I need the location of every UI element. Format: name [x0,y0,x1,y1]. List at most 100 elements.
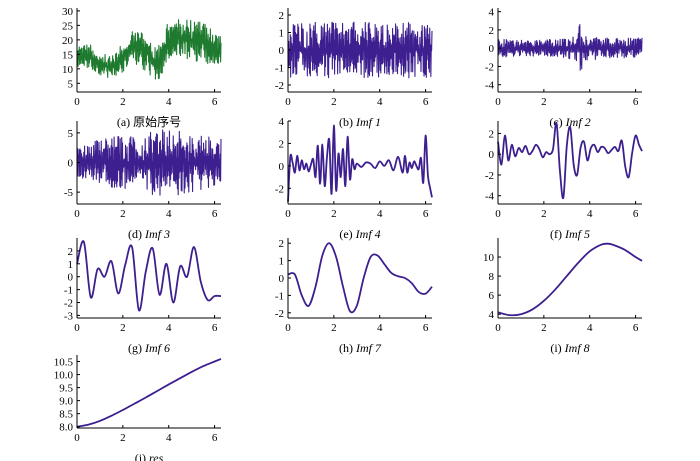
panel-caption-g: (g) Imf 6 [128,341,170,355]
caption-prefix-b: (b) [339,115,356,129]
caption-text-a: 原始序号 [133,114,181,129]
series-line-a-0 [76,19,222,80]
x-tick-label-i-3: 6 [633,322,639,334]
series-line-j-0 [76,358,222,428]
y-tick-label-h-1: -1 [275,290,284,302]
x-tick-label-i-1: 2 [541,322,547,334]
chart-panel-c: 0 2 4 6 -4 -2 0 2 4 (c) Imf 2 [485,7,643,129]
y-tick-label-i-1: 6 [489,290,495,302]
y-tick-label-d-0: -5 [64,187,74,199]
y-tick-label-i-3: 10 [483,252,495,264]
y-tick-label-b-4: 2 [279,10,285,22]
y-tick-label-g-2: -1 [64,285,73,297]
y-tick-label-g-1: -2 [64,298,73,310]
y-tick-label-g-0: -3 [64,310,74,322]
y-tick-label-e-3: 4 [279,116,285,128]
x-tick-label-d-1: 2 [120,208,126,220]
panel-caption-i: (i) Imf 8 [550,341,589,355]
panel-caption-b: (b) Imf 1 [339,115,381,129]
x-tick-label-a-3: 6 [212,96,218,108]
y-tick-label-f-1: -2 [485,170,494,182]
y-tick-label-g-5: 2 [68,246,74,258]
panel-caption-f: (f) Imf 5 [550,227,590,241]
caption-prefix-f: (f) [550,227,565,241]
x-tick-label-h-0: 0 [285,322,291,334]
x-tick-label-d-0: 0 [74,208,80,220]
panel-caption-j: (j) res [135,451,164,461]
caption-italic-e: Imf 4 [355,227,381,241]
panel-caption-e: (e) Imf 4 [339,227,380,241]
y-tick-label-f-2: 0 [489,149,495,161]
y-tick-label-h-3: 1 [279,256,285,268]
x-tick-label-d-2: 4 [166,208,172,220]
x-tick-label-b-2: 4 [377,96,383,108]
y-tick-label-i-2: 8 [489,271,495,283]
caption-prefix-g: (g) [128,341,145,355]
caption-prefix-j: (j) [135,451,149,461]
series-line-d-0 [76,129,222,196]
y-tick-label-e-0: -2 [275,183,284,195]
y-tick-label-a-5: 30 [62,6,74,18]
y-tick-label-c-3: 2 [489,25,495,37]
y-tick-label-a-3: 20 [62,35,74,47]
y-tick-label-g-3: 0 [68,272,74,284]
x-tick-label-b-1: 2 [331,96,337,108]
y-tick-label-c-0: -4 [485,80,495,92]
x-tick-label-a-0: 0 [74,96,80,108]
y-tick-label-j-4: 10.0 [54,370,74,382]
chart-panel-f: 0 2 4 6-4-202(f) Imf 5 [485,121,643,241]
series-line-e-0 [287,124,433,202]
x-tick-label-h-1: 2 [331,322,337,334]
caption-prefix-d: (d) [128,227,145,241]
panel-caption-h: (h) Imf 7 [339,341,382,355]
y-tick-label-a-0: 5 [68,78,74,90]
series-line-h-0 [287,242,433,314]
y-tick-label-j-1: 8.5 [59,409,73,421]
x-tick-label-g-0: 0 [74,322,80,334]
y-tick-label-d-2: 5 [68,128,74,140]
y-tick-label-h-0: -2 [275,308,284,320]
x-tick-label-f-0: 0 [495,208,501,220]
caption-prefix-c: (c) [549,115,565,129]
panel-caption-d: (d) Imf 3 [128,227,170,241]
y-tick-label-j-2: 9.0 [59,396,73,408]
y-tick-label-a-1: 10 [62,64,74,76]
series-line-b-0 [287,21,433,79]
caption-italic-g: Imf 6 [144,341,170,355]
x-tick-label-j-3: 6 [212,432,218,444]
x-tick-label-b-3: 6 [423,96,429,108]
x-tick-label-a-1: 2 [120,96,126,108]
x-tick-label-c-3: 6 [633,96,639,108]
y-tick-label-i-0: 4 [489,309,495,321]
x-tick-label-h-3: 6 [423,322,429,334]
caption-italic-f: Imf 5 [564,227,590,241]
x-tick-label-f-1: 2 [541,208,547,220]
y-tick-label-h-4: 2 [279,238,285,250]
chart-panel-i: 0 2 4 6 4 6 8 10 (i) Imf 8 [483,238,643,355]
x-tick-label-a-2: 4 [166,96,172,108]
x-tick-label-e-3: 6 [423,208,429,220]
y-tick-label-c-2: 0 [489,43,495,55]
caption-italic-h: Imf 7 [355,341,382,355]
x-tick-label-j-1: 2 [120,432,126,444]
panel-caption-c: (c) Imf 2 [549,115,590,129]
chart-panel-j: 0 2 4 6 8.08.59.09.510.010.5 (j) res [54,355,222,461]
x-tick-label-d-3: 6 [212,208,218,220]
y-tick-label-c-1: -2 [485,61,494,73]
chart-panel-a: 0 2 4 6 5 10 15 20 25 30 (a) 原始序号 [62,6,222,129]
y-tick-label-e-2: 2 [279,138,285,150]
x-tick-label-g-1: 2 [120,322,126,334]
caption-italic-c: Imf 2 [565,115,591,129]
chart-panel-d: 0 2 4 6-505(d) Imf 3 [64,121,222,241]
x-tick-label-i-2: 4 [587,322,593,334]
chart-panel-e: 0 2 4 6 -2 0 2 4 (e) Imf 4 [275,116,433,241]
y-tick-label-b-3: 1 [279,28,285,40]
x-tick-label-c-2: 4 [587,96,593,108]
x-tick-label-g-3: 6 [212,322,218,334]
y-tick-label-a-4: 25 [62,20,74,32]
y-tick-label-h-2: 0 [279,273,285,285]
caption-italic-d: Imf 3 [144,227,170,241]
